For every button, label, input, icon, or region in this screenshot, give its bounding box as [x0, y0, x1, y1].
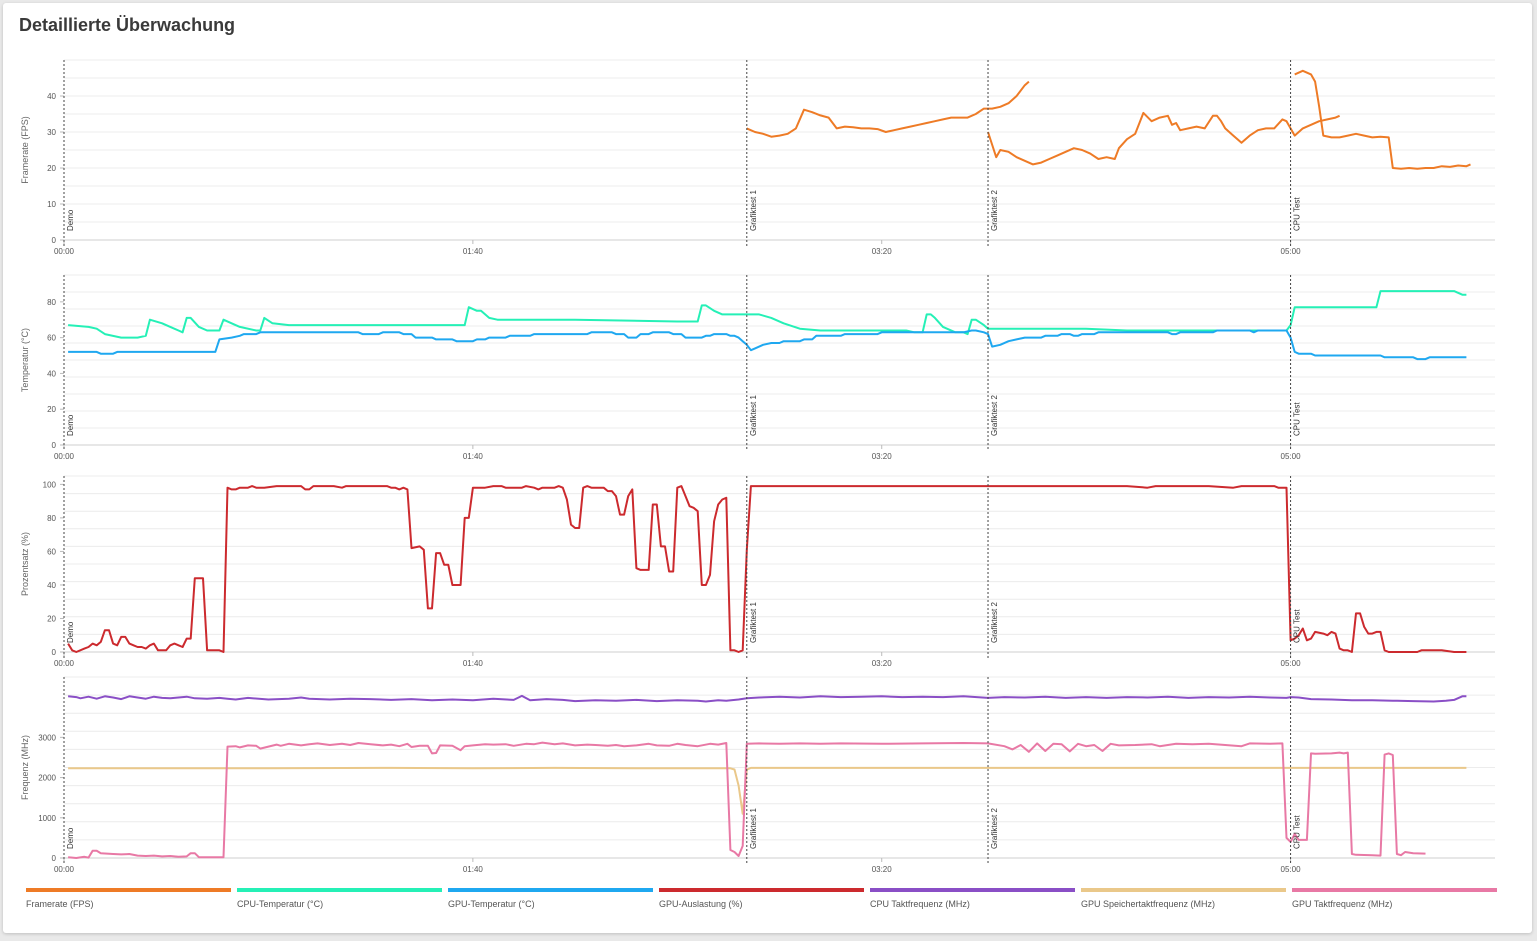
- chart-panel-2: 0 20 40 60 80 Temperatur (°C) 00:00 01:40 03:20 0…: [20, 274, 1495, 461]
- y-tick-label: 0: [52, 648, 57, 657]
- legend-item[interactable]: CPU-Temperatur (°C): [237, 888, 442, 909]
- monitoring-card: Detaillierte Überwachung: [3, 3, 1532, 933]
- legend-label: GPU-Auslastung (%): [659, 899, 743, 909]
- legend-item[interactable]: GPU Taktfrequenz (MHz): [1292, 888, 1497, 909]
- y-tick-label: 40: [47, 92, 56, 101]
- test-marker-label: Grafiktest 2: [990, 190, 999, 231]
- y-axis-label: Frequenz (MHz): [20, 735, 30, 800]
- series-line: [67, 485, 1467, 653]
- test-marker-label: Grafiktest 2: [990, 395, 999, 436]
- chart-legend: Framerate (FPS) CPU-Temperatur (°C) GPU-Te…: [26, 888, 1506, 918]
- y-tick-label: 80: [47, 514, 56, 523]
- y-tick-label: 2000: [38, 774, 56, 783]
- x-tick-label: 01:40: [463, 659, 484, 668]
- series-line: [68, 329, 1467, 361]
- x-tick-label: 00:00: [54, 865, 75, 874]
- y-tick-label: 1000: [38, 814, 56, 823]
- y-axis-label: Prozentsatz (%): [20, 532, 30, 596]
- x-tick-label: 00:00: [54, 659, 75, 668]
- series-line: [68, 766, 1467, 815]
- legend-color-bar: [448, 888, 653, 892]
- legend-item[interactable]: GPU-Auslastung (%): [659, 888, 864, 909]
- series-line: [1294, 69, 1471, 170]
- x-tick-label: 05:00: [1281, 452, 1302, 461]
- legend-item[interactable]: Framerate (FPS): [26, 888, 231, 909]
- series-line: [746, 80, 1030, 138]
- legend-color-bar: [1292, 888, 1497, 892]
- test-marker-label: Grafiktest 2: [990, 808, 999, 849]
- x-tick-label: 03:20: [872, 247, 893, 256]
- test-marker-label: Grafiktest 2: [990, 602, 999, 643]
- legend-color-bar: [870, 888, 1075, 892]
- y-tick-label: 0: [52, 441, 57, 450]
- x-tick-label: 00:00: [54, 452, 75, 461]
- x-tick-label: 01:40: [463, 247, 484, 256]
- y-tick-label: 20: [47, 164, 56, 173]
- y-tick-label: 40: [47, 581, 56, 590]
- test-marker-label: CPU Test: [1293, 402, 1302, 436]
- test-marker-label: Grafiktest 1: [749, 602, 758, 643]
- series-line: [68, 694, 1467, 703]
- x-tick-label: 01:40: [463, 865, 484, 874]
- legend-color-bar: [26, 888, 231, 892]
- legend-label: CPU Taktfrequenz (MHz): [870, 899, 970, 909]
- test-marker-label: Grafiktest 1: [749, 395, 758, 436]
- test-marker-label: Grafiktest 1: [749, 190, 758, 231]
- x-tick-label: 05:00: [1281, 247, 1302, 256]
- chart-panel-3: 0 20 40 60 80 100 Prozentsatz (%) 00:00 01:40 03:…: [20, 475, 1495, 668]
- y-axis-label: Temperatur (°C): [20, 328, 30, 392]
- x-tick-label: 05:00: [1281, 659, 1302, 668]
- y-tick-label: 10: [47, 200, 56, 209]
- test-marker-label: Grafiktest 1: [749, 808, 758, 849]
- legend-label: GPU-Temperatur (°C): [448, 899, 535, 909]
- y-tick-label: 0: [52, 854, 57, 863]
- chart-panel-1: 0 10 20 30 40 Framerate (FPS) 00:00 01:40 03:20 0…: [20, 59, 1495, 256]
- test-marker-label: Demo: [66, 209, 75, 231]
- y-tick-label: 60: [47, 547, 56, 556]
- y-tick-label: 3000: [38, 733, 56, 742]
- legend-label: GPU Taktfrequenz (MHz): [1292, 899, 1393, 909]
- x-tick-label: 01:40: [463, 452, 484, 461]
- y-tick-label: 60: [47, 334, 56, 343]
- y-tick-label: 100: [43, 480, 57, 489]
- legend-item[interactable]: CPU Taktfrequenz (MHz): [870, 888, 1075, 909]
- x-tick-label: 00:00: [54, 247, 75, 256]
- x-tick-label: 05:00: [1281, 865, 1302, 874]
- chart-panel-4: 0 1000 2000 3000 Frequenz (MHz) 00:00 01:40 03:…: [20, 676, 1495, 874]
- legend-label: Framerate (FPS): [26, 899, 94, 909]
- y-tick-label: 0: [52, 236, 57, 245]
- legend-item[interactable]: GPU-Temperatur (°C): [448, 888, 653, 909]
- y-axis-label: Framerate (FPS): [20, 116, 30, 184]
- x-tick-label: 03:20: [872, 452, 893, 461]
- y-tick-label: 20: [47, 614, 56, 623]
- y-tick-label: 20: [47, 405, 56, 414]
- x-tick-label: 03:20: [872, 659, 893, 668]
- test-marker-label: Demo: [66, 621, 75, 643]
- y-tick-label: 80: [47, 298, 56, 307]
- y-tick-label: 40: [47, 369, 56, 378]
- series-line: [68, 290, 1467, 339]
- legend-label: CPU-Temperatur (°C): [237, 899, 324, 909]
- legend-color-bar: [1081, 888, 1286, 892]
- legend-item[interactable]: GPU Speichertaktfrequenz (MHz): [1081, 888, 1286, 909]
- test-marker-label: Demo: [66, 414, 75, 436]
- legend-color-bar: [659, 888, 864, 892]
- test-marker-label: CPU Test: [1293, 197, 1302, 231]
- test-marker-label: Demo: [66, 827, 75, 849]
- y-tick-label: 30: [47, 128, 56, 137]
- legend-label: GPU Speichertaktfrequenz (MHz): [1081, 899, 1216, 909]
- legend-color-bar: [237, 888, 442, 892]
- x-tick-label: 03:20: [872, 865, 893, 874]
- test-marker-label: CPU Test: [1293, 609, 1302, 643]
- series-line: [68, 741, 1426, 859]
- page-title: Detaillierte Überwachung: [19, 15, 236, 35]
- series-line: [987, 111, 1341, 166]
- test-marker-label: CPU Test: [1293, 815, 1302, 849]
